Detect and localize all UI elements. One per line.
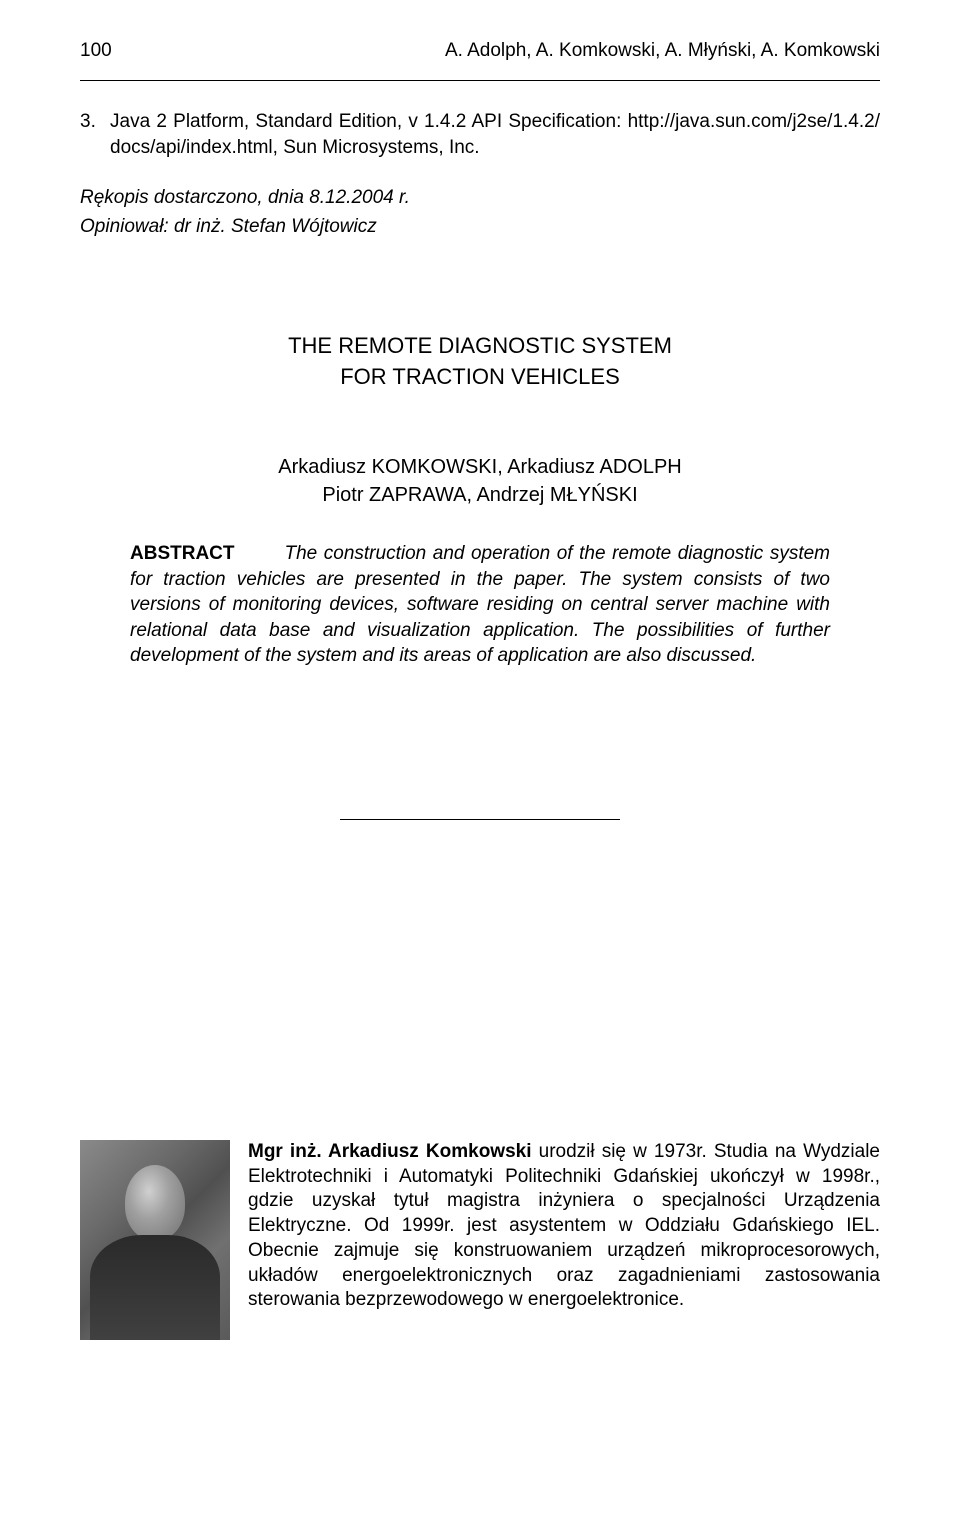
reference-number: 3.	[80, 109, 110, 160]
page-number: 100	[80, 40, 112, 62]
manuscript-received: Rękopis dostarczono, dnia 8.12.2004 r.	[80, 184, 880, 213]
header-divider	[80, 80, 880, 81]
author-photo	[80, 1140, 230, 1340]
title-line-1: THE REMOTE DIAGNOSTIC SYSTEM	[80, 331, 880, 362]
manuscript-reviewer: Opiniował: dr inż. Stefan Wójtowicz	[80, 213, 880, 242]
authors-line-1: Arkadiusz KOMKOWSKI, Arkadiusz ADOLPH	[80, 453, 880, 481]
author-bio: Mgr inż. Arkadiusz Komkowski urodził się…	[80, 1140, 880, 1340]
title-block: THE REMOTE DIAGNOSTIC SYSTEM FOR TRACTIO…	[80, 331, 880, 393]
reference-text: Java 2 Platform, Standard Edition, v 1.4…	[110, 109, 880, 160]
section-divider	[340, 819, 620, 820]
authors-line-2: Piotr ZAPRAWA, Andrzej MŁYŃSKI	[80, 481, 880, 509]
running-header: 100 A. Adolph, A. Komkowski, A. Młyński,…	[80, 40, 880, 62]
header-authors: A. Adolph, A. Komkowski, A. Młyński, A. …	[445, 40, 880, 62]
authors-block: Arkadiusz KOMKOWSKI, Arkadiusz ADOLPH Pi…	[80, 453, 880, 509]
abstract-text: The construction and operation of the re…	[130, 543, 830, 667]
bio-name: Mgr inż. Arkadiusz Komkowski	[248, 1141, 532, 1162]
reference-item: 3. Java 2 Platform, Standard Edition, v …	[80, 109, 880, 160]
bio-body: urodził się w 1973r. Studia na Wydziale …	[248, 1141, 880, 1310]
manuscript-info: Rękopis dostarczono, dnia 8.12.2004 r. O…	[80, 184, 880, 241]
bio-text: Mgr inż. Arkadiusz Komkowski urodził się…	[248, 1140, 880, 1313]
title-line-2: FOR TRACTION VEHICLES	[80, 362, 880, 393]
abstract-block: ABSTRACTThe construction and operation o…	[80, 541, 880, 669]
abstract-label: ABSTRACT	[130, 543, 235, 564]
